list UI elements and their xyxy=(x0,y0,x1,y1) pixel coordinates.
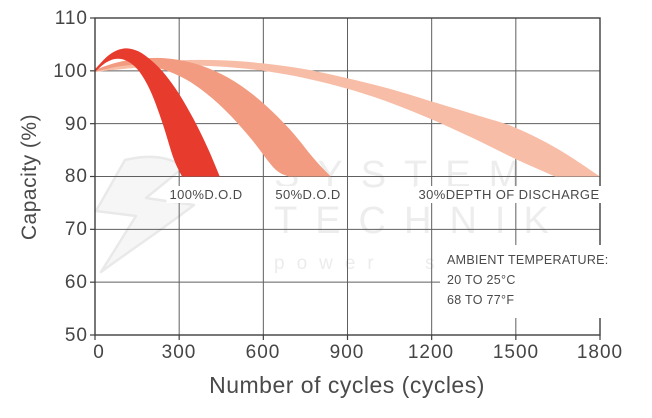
y-tick-110: 110 xyxy=(54,8,88,29)
y-tick-70: 70 xyxy=(64,219,88,240)
x-tick-1500: 1500 xyxy=(492,342,540,363)
x-tick-900: 900 xyxy=(329,342,365,363)
x-tick-1800: 1800 xyxy=(576,342,624,363)
label-30-dod: 30%DEPTH OF DISCHARGE xyxy=(415,186,603,203)
x-tick-300: 300 xyxy=(161,342,197,363)
watermark-logo-shape xyxy=(94,155,196,274)
band-50-d-o-d xyxy=(95,57,331,177)
ambient-line-2: 20 TO 25°C xyxy=(447,273,516,287)
ambient-temperature-note: AMBIENT TEMPERATURE: 20 TO 25°C 68 TO 77… xyxy=(440,245,623,318)
band-100-d-o-d xyxy=(95,48,220,177)
x-tick-0: 0 xyxy=(93,342,105,363)
watermark-text-line2: TECHNIK xyxy=(274,200,567,242)
y-tick-60: 60 xyxy=(64,272,88,293)
dod-bands xyxy=(95,48,600,177)
ambient-line-1: AMBIENT TEMPERATURE: xyxy=(447,253,609,267)
axis-tick-marks xyxy=(90,17,601,340)
plot-border xyxy=(94,17,601,336)
band-30-depth-of-discharge xyxy=(95,59,600,177)
label-100-dod: 100%D.O.D xyxy=(166,186,246,203)
y-tick-50: 50 xyxy=(64,325,88,346)
x-tick-1200: 1200 xyxy=(407,342,455,363)
y-axis-title: Capacity (%) xyxy=(18,113,41,241)
x-tick-600: 600 xyxy=(245,342,281,363)
label-50-dod: 50%D.O.D xyxy=(272,186,344,203)
x-axis-title: Number of cycles (cycles) xyxy=(209,372,485,398)
y-tick-90: 90 xyxy=(64,114,88,135)
ambient-line-3: 68 TO 77°F xyxy=(447,293,515,307)
y-tick-80: 80 xyxy=(64,166,88,187)
y-tick-100: 100 xyxy=(53,61,88,82)
